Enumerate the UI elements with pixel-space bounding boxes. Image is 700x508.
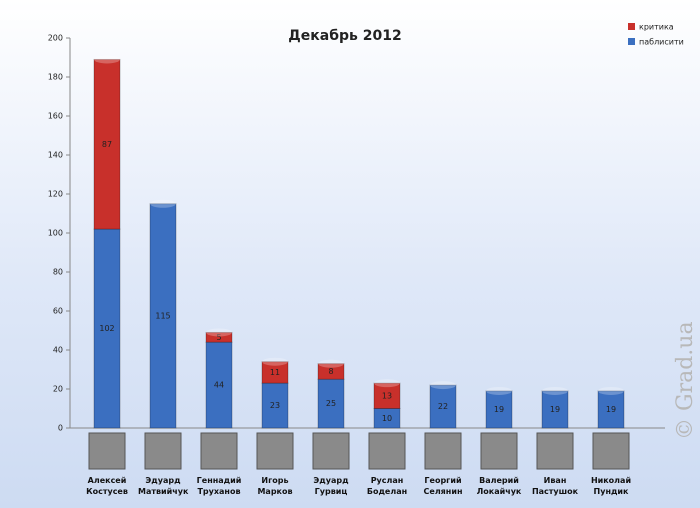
bar-cap: [598, 386, 624, 395]
bar-cap: [206, 328, 232, 337]
legend-label: критика: [639, 23, 674, 32]
y-tick-label: 40: [53, 346, 63, 355]
value-label: 19: [606, 405, 616, 414]
bar-segment: [205, 341, 233, 429]
bar-segment: [317, 378, 345, 429]
value-label: 11: [270, 368, 280, 377]
value-label: 13: [382, 391, 392, 400]
bar-segment: [261, 382, 289, 429]
value-label: 19: [550, 405, 560, 414]
value-label: 44: [214, 381, 224, 390]
bar-segment: [261, 361, 289, 384]
y-tick-label: 200: [48, 34, 63, 43]
x-tick-label: Эдуард Гурвиц: [313, 476, 349, 496]
bar-cap: [430, 381, 456, 390]
value-label: 115: [155, 311, 170, 320]
y-tick-label: 120: [48, 190, 63, 199]
legend-swatch: [628, 23, 635, 30]
x-tick-label: Руслан Боделан: [366, 476, 408, 496]
bar-cap: [262, 357, 288, 366]
bar-cap: [542, 386, 568, 395]
photo: [424, 432, 462, 470]
bar-segment: [597, 390, 625, 429]
value-label: 5: [216, 333, 221, 342]
y-tick-label: 20: [53, 385, 63, 394]
y-tick-label: 80: [53, 268, 63, 277]
photo: [368, 432, 406, 470]
x-tick-label: Эдуард Матвийчук: [138, 476, 189, 496]
bar-segment: [485, 390, 513, 429]
value-label: 87: [102, 140, 112, 149]
value-label: 23: [270, 401, 280, 410]
bar-segment: [541, 390, 569, 429]
bar-cap: [374, 379, 400, 388]
y-tick-label: 0: [58, 424, 63, 433]
bar-cap: [318, 359, 344, 368]
x-tick-label: Игорь Марков: [257, 476, 293, 496]
bar-segment: [429, 384, 457, 429]
bar-segment: [93, 228, 121, 429]
value-label: 102: [99, 324, 114, 333]
photo: [592, 432, 630, 470]
bar-segment: [93, 58, 121, 230]
y-tick-label: 160: [48, 112, 63, 121]
value-label: 8: [328, 367, 333, 376]
photo: [88, 432, 126, 470]
value-label: 22: [438, 402, 448, 411]
y-tick-label: 100: [48, 229, 63, 238]
photo: [200, 432, 238, 470]
bar-cap: [150, 199, 176, 208]
photo: [480, 432, 518, 470]
bar-cap: [486, 386, 512, 395]
value-label: 19: [494, 405, 504, 414]
legend-swatch: [628, 38, 635, 45]
x-tick-label: Алексей Костусев: [86, 476, 128, 496]
legend-label: паблисити: [639, 38, 684, 47]
x-tick-label: Валерий Локайчук: [476, 476, 522, 496]
watermark: © Grad.ua: [673, 321, 698, 440]
bar-segment: [317, 363, 345, 380]
x-tick-label: Николай Пундик: [590, 476, 632, 496]
value-label: 25: [326, 399, 336, 408]
chart-title: Декабрь 2012: [288, 28, 401, 44]
y-tick-label: 140: [48, 151, 63, 160]
bar-segment: [149, 203, 177, 429]
x-tick-label: Георгий Селянин: [423, 476, 463, 496]
photo: [312, 432, 350, 470]
photo: [144, 432, 182, 470]
bar-segment: [205, 331, 233, 343]
photo: [536, 432, 574, 470]
y-tick-label: 60: [53, 307, 63, 316]
y-tick-label: 180: [48, 73, 63, 82]
x-tick-label: Иван Пастушок: [531, 476, 579, 496]
bar-cap: [94, 55, 120, 64]
bar-segment: [373, 382, 401, 409]
photo: [256, 432, 294, 470]
x-tick-label: Геннадий Труханов: [196, 476, 242, 496]
value-label: 10: [382, 414, 392, 423]
